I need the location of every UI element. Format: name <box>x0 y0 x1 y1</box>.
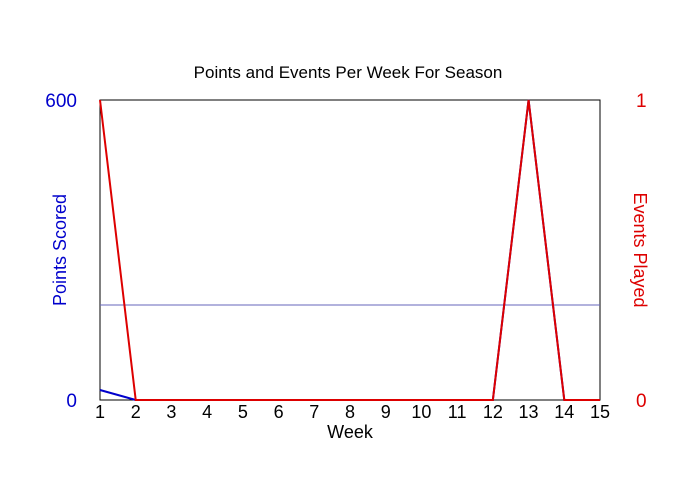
left-tick-label: 0 <box>66 391 77 412</box>
right-axis-label: Events Played <box>630 192 650 307</box>
x-tick-label: 15 <box>590 402 610 422</box>
x-tick-labels: 1 2 3 4 5 6 7 8 9 10 11 12 13 14 15 <box>95 402 610 422</box>
right-tick-label: 0 <box>636 391 647 412</box>
right-tick-label: 1 <box>636 91 647 112</box>
left-tick-label: 600 <box>45 91 77 112</box>
x-tick-label: 9 <box>381 402 391 422</box>
y-tick-labels: 0 600 0 1 <box>45 91 646 412</box>
x-tick-label: 6 <box>274 402 284 422</box>
chart-title: Points and Events Per Week For Season <box>194 63 503 82</box>
x-tick-label: 4 <box>202 402 212 422</box>
x-tick-label: 13 <box>519 402 539 422</box>
series-layer <box>99 99 600 401</box>
x-tick-label: 1 <box>95 402 105 422</box>
plot-area-frame <box>99 99 601 401</box>
x-tick-label: 14 <box>554 402 574 422</box>
left-axis-label: Points Scored <box>50 194 70 306</box>
x-axis-label: Week <box>327 422 374 442</box>
x-tick-label: 10 <box>411 402 431 422</box>
x-tick-label: 7 <box>309 402 319 422</box>
x-tick-label: 3 <box>166 402 176 422</box>
series-line-left <box>99 99 600 401</box>
x-tick-label: 2 <box>131 402 141 422</box>
x-tick-label: 8 <box>345 402 355 422</box>
x-tick-label: 5 <box>238 402 248 422</box>
x-tick-label: 12 <box>483 402 503 422</box>
series-line-right <box>99 99 600 401</box>
x-tick-label: 11 <box>448 402 467 422</box>
